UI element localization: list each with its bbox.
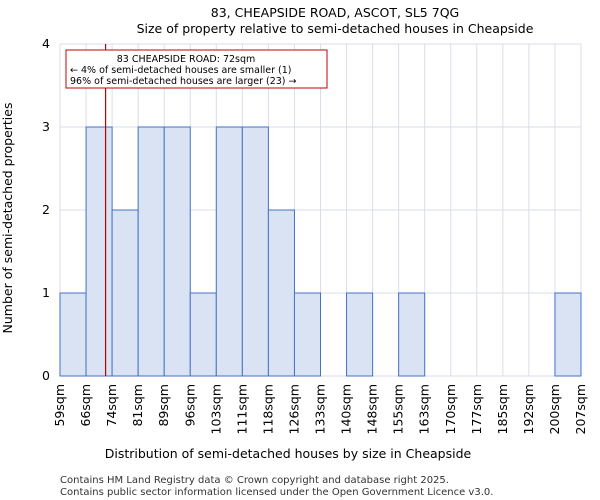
x-tick-label: 66sqm [78,384,93,427]
x-tick-label: 111sqm [234,384,249,434]
x-tick-label: 192sqm [521,384,536,434]
x-tick-label: 155sqm [391,384,406,434]
x-tick-label: 103sqm [208,384,223,434]
y-tick-label: 2 [42,202,50,217]
x-tick-label: 207sqm [573,384,588,434]
histogram-bar [163,126,191,377]
x-tick-labels: 59sqm 66sqm 74sqm 81sqm 89sqm 96sqm 103sqm 111s… [52,384,588,434]
x-tick-label: 59sqm [52,384,67,427]
histogram-bar [398,292,426,377]
histogram-bar [346,292,374,377]
bar-layer [59,126,582,377]
annotation-line2: ← 4% of semi-detached houses are smaller… [70,65,291,76]
annotation-line3: 96% of semi-detached houses are larger (… [70,76,297,87]
x-axis-label: Distribution of semi-detached houses by … [105,446,472,461]
x-tick-label: 200sqm [547,384,562,434]
y-tick-label: 4 [42,36,50,51]
y-tick-label: 0 [42,368,50,383]
histogram-bar [59,292,87,377]
histogram-bar [241,126,269,377]
chart-title-line1: 83, CHEAPSIDE ROAD, ASCOT, SL5 7QG [211,5,459,20]
x-tick-label: 89sqm [156,384,171,427]
annotation-border [65,49,328,89]
histogram-bar [293,292,322,377]
histogram-bar [267,209,295,377]
x-tick-label: 118sqm [260,384,275,434]
annotation-line1: 83 CHEAPSIDE ROAD: 72sqm [117,54,256,65]
x-tick-label: 74sqm [104,384,119,427]
x-tick-label: 126sqm [286,384,301,434]
histogram-bar [215,126,243,377]
footer-line2: Contains public sector information licen… [60,487,493,498]
histogram-bar [85,126,113,377]
x-tick-label: 177sqm [469,384,484,434]
y-tick-labels: 0 1 2 3 4 [42,36,50,383]
x-tick-label: 148sqm [365,384,380,434]
x-tick-label: 170sqm [443,384,458,434]
annotation-box: 83 CHEAPSIDE ROAD: 72sqm ← 4% of semi-de… [65,49,328,89]
histogram-bar [189,292,217,377]
y-tick-label: 3 [42,119,50,134]
chart-title-line2: Size of property relative to semi-detach… [137,21,534,36]
x-tick-label: 163sqm [417,384,432,434]
histogram-bar [137,126,165,377]
y-axis-label: Number of semi-detached properties [0,103,15,334]
x-tick-label: 133sqm [313,384,328,434]
histogram-bar [111,209,139,377]
x-tick-label: 96sqm [182,384,197,427]
histogram-bar [554,292,582,377]
x-tick-label: 81sqm [130,384,145,427]
x-tick-label: 140sqm [339,384,354,434]
footer-line1: Contains HM Land Registry data © Crown c… [60,475,449,486]
y-tick-label: 1 [42,285,50,300]
x-tick-label: 185sqm [495,384,510,434]
